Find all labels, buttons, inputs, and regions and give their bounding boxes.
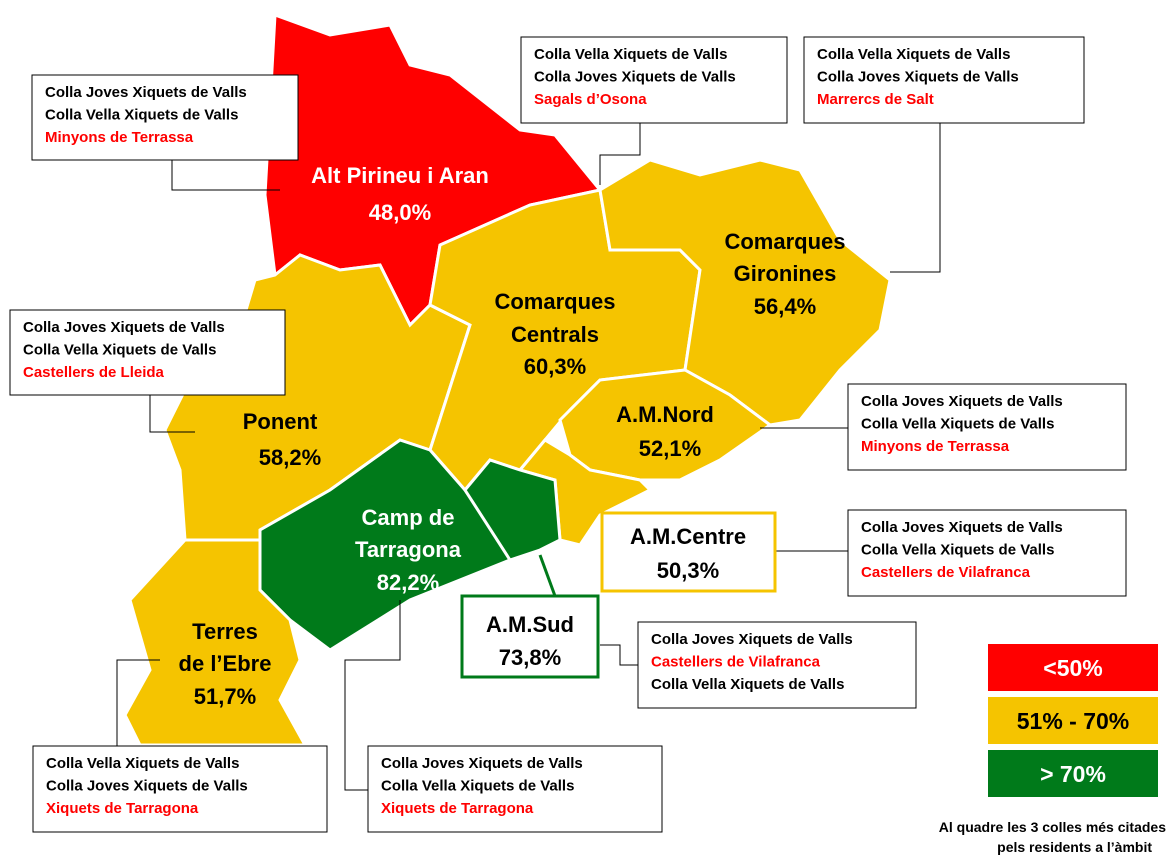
legend: <50% 51% - 70% > 70% (988, 644, 1158, 797)
box-line: Colla Joves Xiquets de Valls (651, 631, 853, 648)
box-line: Colla Vella Xiquets de Valls (861, 416, 1054, 433)
connector (344, 600, 401, 791)
box-line: Colla Joves Xiquets de Valls (45, 84, 247, 101)
box-line: Xiquets de Tarragona (381, 800, 534, 817)
box-line: Castellers de Lleida (23, 364, 165, 381)
box-line: Minyons de Terrassa (861, 438, 1010, 455)
am-centre-frame (600, 511, 777, 593)
note: pels residents a l’àmbit (997, 839, 1152, 855)
region-name: Camp de (362, 505, 455, 530)
info-box (637, 621, 917, 709)
region-value: 60,3% (524, 354, 586, 379)
region-gironines (598, 158, 892, 427)
region-value: 58,2% (259, 445, 321, 470)
region-name: A.M.Centre (630, 524, 746, 549)
box-line: Colla Vella Xiquets de Valls (534, 46, 727, 63)
region-value: 48,0% (369, 200, 431, 225)
region-name: Alt Pirineu i Aran (311, 163, 489, 188)
region-name: A.M.Nord (616, 402, 714, 427)
note: Al quadre les 3 colles més citades (939, 819, 1166, 835)
region-name: Ponent (243, 409, 318, 434)
box-line: Colla Joves Xiquets de Valls (534, 69, 736, 86)
region-value: 52,1% (639, 436, 701, 461)
region-terres-ebre (123, 538, 308, 747)
connector (171, 160, 280, 191)
region-value: 82,2% (377, 570, 439, 595)
box-line: Colla Joves Xiquets de Valls (817, 69, 1019, 86)
region-labels: Alt Pirineu i Aran 48,0% Comarques Centr… (179, 163, 846, 709)
box-line: Xiquets de Tarragona (46, 800, 199, 817)
region-name: A.M.Sud (486, 612, 574, 637)
region-value: 73,8% (499, 645, 561, 670)
box-line: Marrercs de Salt (817, 91, 934, 108)
info-box (520, 36, 788, 124)
box-line: Sagals d’Osona (534, 91, 647, 108)
box-line: Colla Vella Xiquets de Valls (651, 676, 844, 693)
regions (123, 12, 892, 747)
connector (538, 554, 557, 597)
info-box (367, 745, 663, 833)
region-value: 56,4% (754, 294, 816, 319)
box-line: Colla Joves Xiquets de Valls (861, 393, 1063, 410)
connector (149, 395, 195, 433)
legend-swatch (988, 644, 1158, 691)
region-name: Centrals (511, 322, 599, 347)
box-line: Colla Vella Xiquets de Valls (817, 46, 1010, 63)
region-name: Comarques (494, 289, 615, 314)
legend-label: <50% (1043, 655, 1102, 681)
region-value: 50,3% (657, 558, 719, 583)
box-line: Colla Vella Xiquets de Valls (381, 778, 574, 795)
info-box (9, 309, 286, 396)
region-am-sud (463, 458, 562, 562)
region-value: 51,7% (194, 684, 256, 709)
connector (116, 659, 160, 746)
region-name: Gironines (734, 261, 837, 286)
legend-swatch (988, 697, 1158, 744)
connector (599, 123, 641, 185)
region-name: de l’Ebre (179, 651, 272, 676)
info-box (32, 745, 328, 833)
legend-swatch (988, 750, 1158, 797)
box-line: Castellers de Vilafranca (651, 654, 821, 671)
legend-label: > 70% (1040, 761, 1106, 787)
box-line: Colla Joves Xiquets de Valls (46, 778, 248, 795)
info-box (847, 383, 1127, 471)
info-box (847, 509, 1127, 597)
box-line: Colla Vella Xiquets de Valls (45, 107, 238, 124)
region-name: Tarragona (355, 537, 462, 562)
info-box (803, 36, 1085, 124)
box-line: Colla Joves Xiquets de Valls (381, 755, 583, 772)
box-line: Colla Joves Xiquets de Valls (861, 519, 1063, 536)
am-sud-frame (460, 594, 600, 679)
legend-label: 51% - 70% (1017, 708, 1130, 734)
box-line: Minyons de Terrassa (45, 129, 194, 146)
info-boxes: Colla Joves Xiquets de Valls Colla Vella … (9, 36, 1127, 833)
box-line: Colla Vella Xiquets de Valls (23, 342, 216, 359)
box-line: Castellers de Vilafranca (861, 564, 1031, 581)
info-box (31, 74, 299, 161)
region-name: Comarques (724, 229, 845, 254)
connector (600, 644, 638, 666)
connectors (116, 123, 941, 791)
box-line: Colla Joves Xiquets de Valls (23, 319, 225, 336)
region-name: Terres (192, 619, 258, 644)
connector (890, 123, 941, 273)
box-line: Colla Vella Xiquets de Valls (46, 755, 239, 772)
box-line: Colla Vella Xiquets de Valls (861, 542, 1054, 559)
